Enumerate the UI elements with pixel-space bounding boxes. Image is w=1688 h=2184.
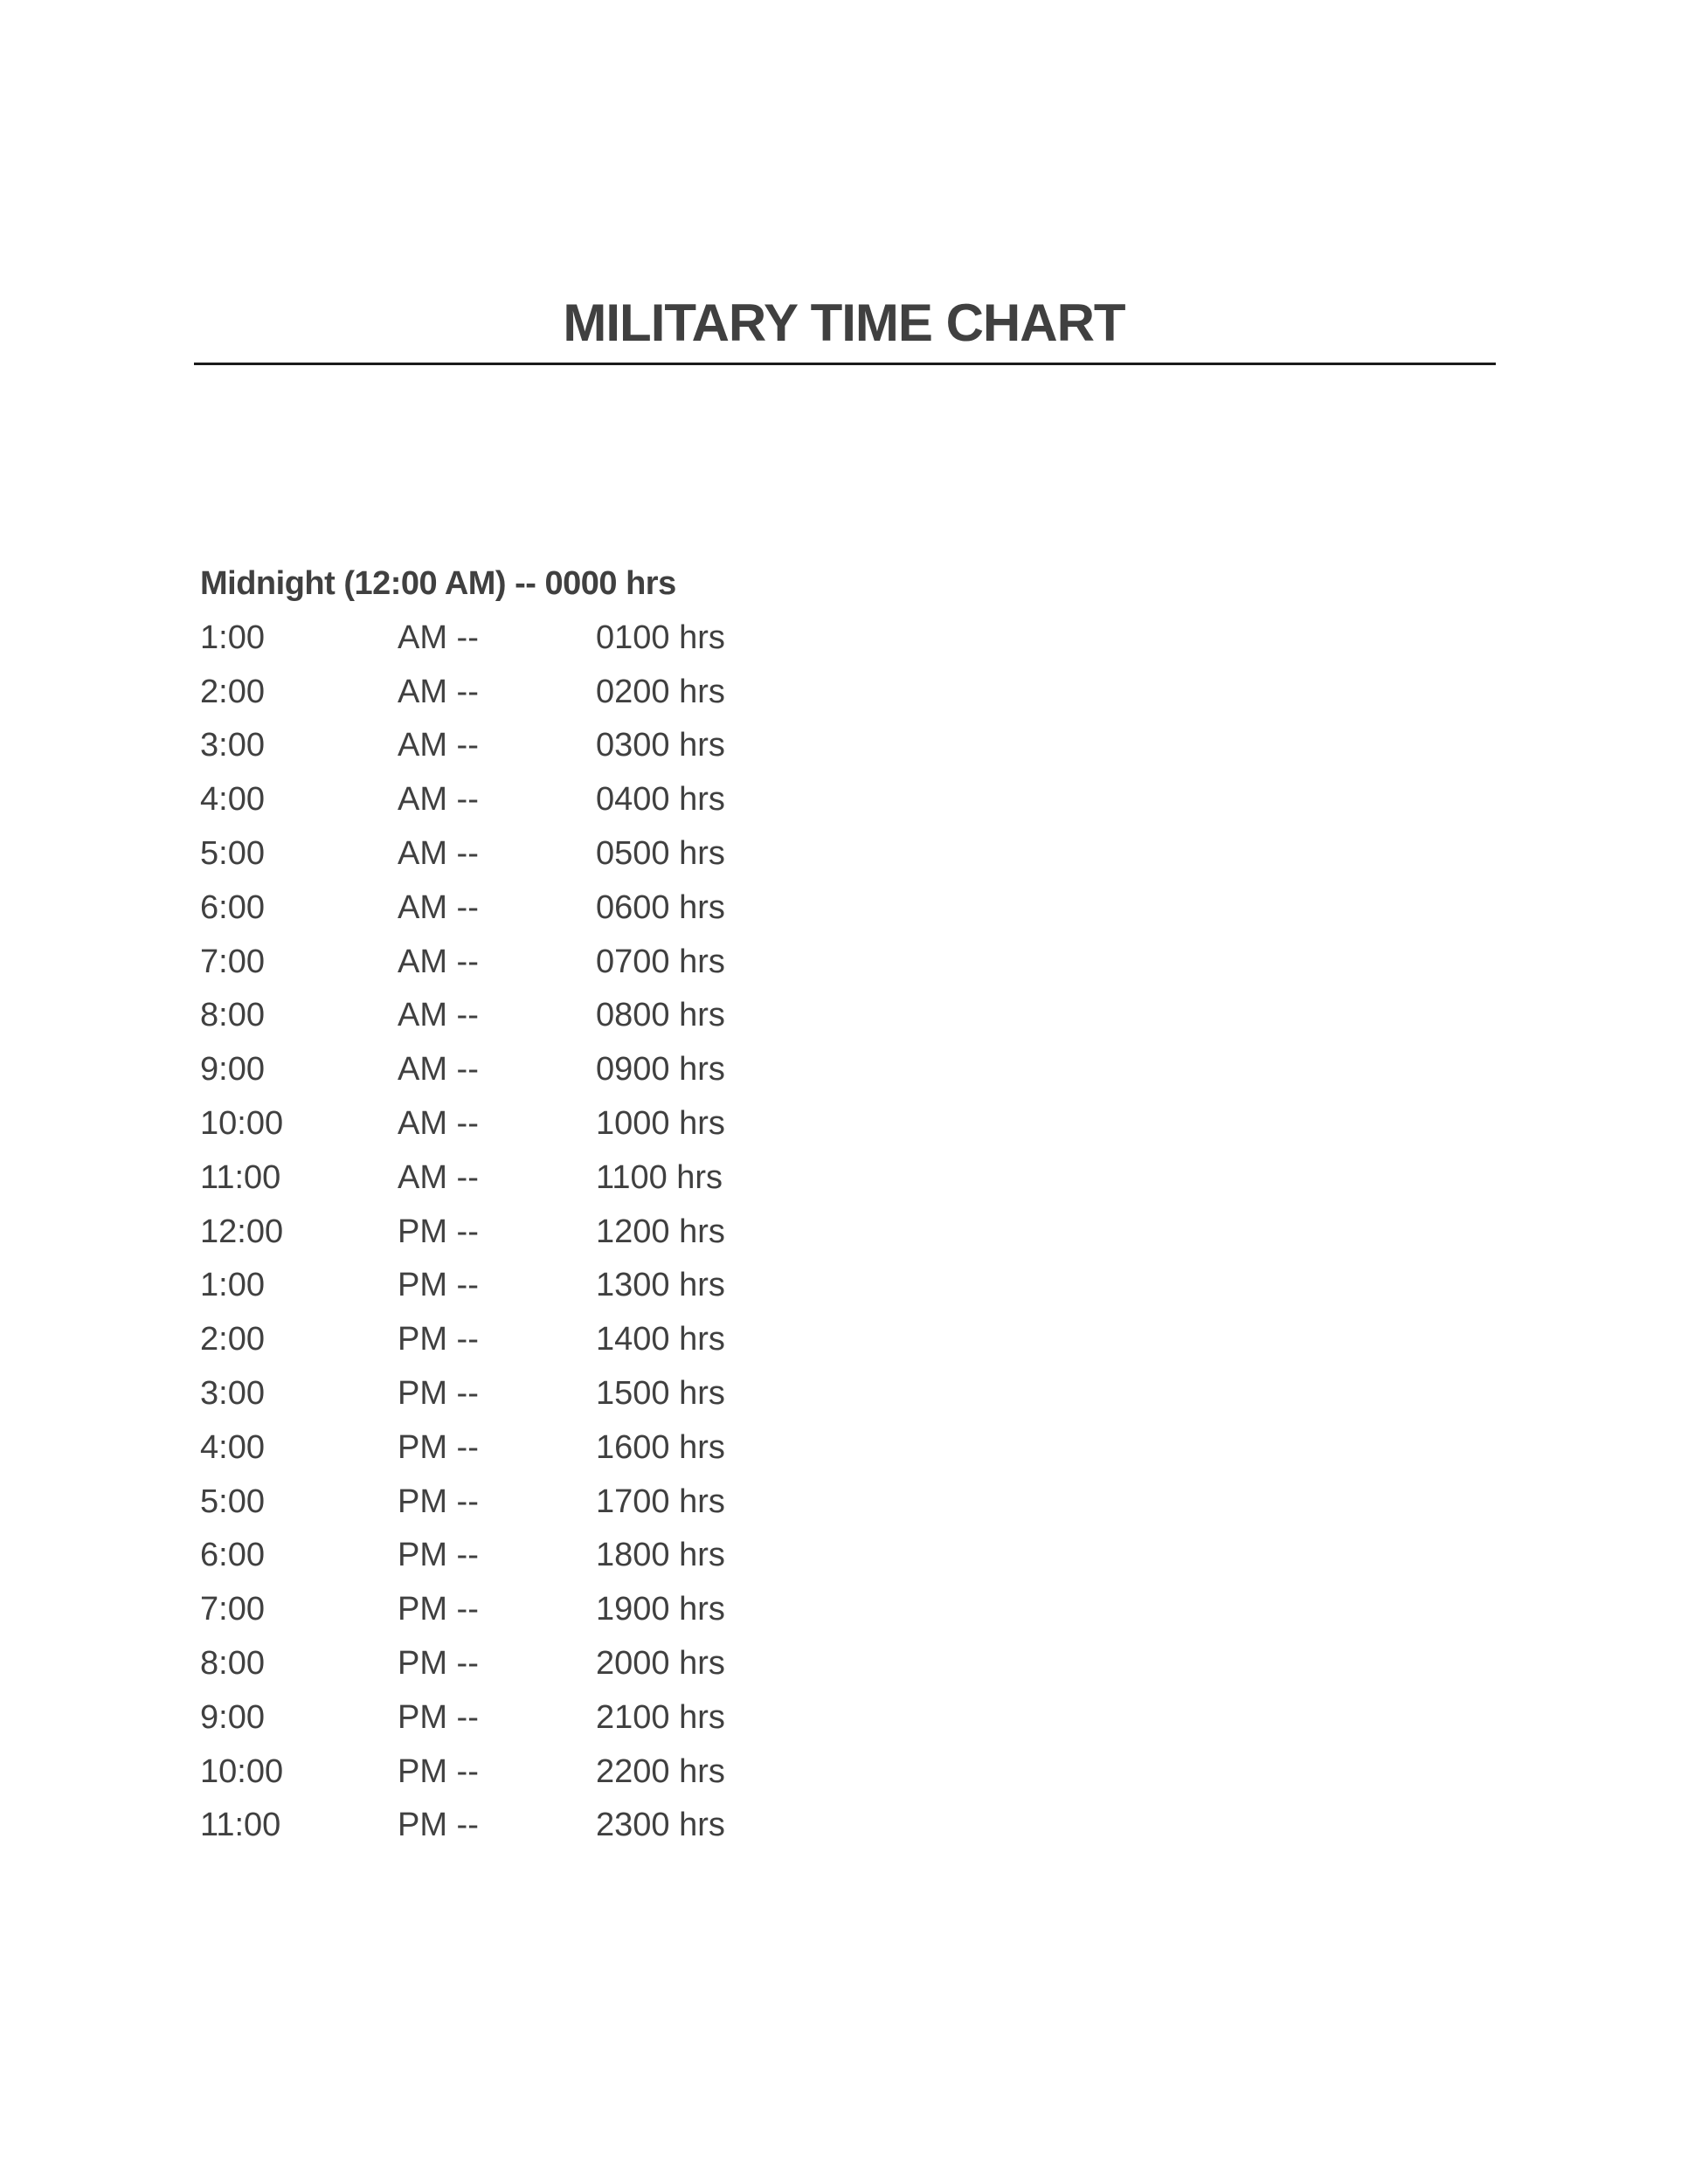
time-row: 2:00 AM -- 0200 hrs: [200, 666, 725, 720]
time-row: 12:00 PM -- 1200 hrs: [200, 1206, 725, 1260]
standard-time: 10:00: [200, 1104, 284, 1142]
time-row: 4:00 PM -- 1600 hrs: [200, 1421, 725, 1476]
title-divider: [194, 363, 1496, 365]
standard-time: 2:00: [200, 673, 265, 710]
standard-time: 3:00: [200, 727, 265, 764]
time-row: 10:00 AM -- 1000 hrs: [200, 1097, 725, 1151]
military-time: 1400 hrs: [596, 1321, 725, 1358]
standard-time: 10:00: [200, 1752, 284, 1790]
period-label: AM --: [398, 727, 479, 764]
period-label: PM --: [398, 1807, 479, 1844]
time-row: 1:00 PM -- 1300 hrs: [200, 1259, 725, 1313]
period-label: AM --: [398, 834, 479, 872]
standard-time: 11:00: [200, 1158, 281, 1196]
time-row: 1:00 AM -- 0100 hrs: [200, 612, 725, 666]
period-label: PM --: [398, 1752, 479, 1790]
time-row: 6:00 PM -- 1800 hrs: [200, 1529, 725, 1583]
period-label: PM --: [398, 1374, 479, 1412]
standard-time: 4:00: [200, 781, 265, 819]
period-label: AM --: [398, 943, 479, 980]
military-time: 0700 hrs: [596, 943, 725, 980]
time-row: 7:00 PM -- 1900 hrs: [200, 1583, 725, 1637]
military-time: 2200 hrs: [596, 1752, 725, 1790]
standard-time: 11:00: [200, 1807, 281, 1844]
standard-time: 3:00: [200, 1374, 265, 1412]
period-label: PM --: [398, 1213, 479, 1250]
time-row: 5:00 PM -- 1700 hrs: [200, 1476, 725, 1530]
time-row: 6:00 AM -- 0600 hrs: [200, 881, 725, 936]
time-row: 11:00 PM -- 2300 hrs: [200, 1799, 725, 1853]
time-row: 9:00 PM -- 2100 hrs: [200, 1691, 725, 1745]
standard-time: 2:00: [200, 1321, 265, 1358]
period-label: PM --: [398, 1591, 479, 1628]
military-time: 0200 hrs: [596, 673, 725, 710]
time-list: Midnight (12:00 AM) -- 0000 hrs 1:00 AM -…: [200, 557, 725, 1853]
military-time: 1100 hrs: [596, 1158, 723, 1196]
military-time: 0800 hrs: [596, 997, 725, 1034]
military-time: 2100 hrs: [596, 1698, 725, 1736]
military-time: 1000 hrs: [596, 1104, 725, 1142]
time-row: 7:00 AM -- 0700 hrs: [200, 936, 725, 990]
standard-time: 12:00: [200, 1213, 284, 1250]
time-row: 11:00 AM -- 1100 hrs: [200, 1151, 723, 1206]
military-time: 1700 hrs: [596, 1482, 725, 1520]
military-time: 0600 hrs: [596, 888, 725, 926]
time-row: 8:00 PM -- 2000 hrs: [200, 1637, 725, 1691]
standard-time: 5:00: [200, 834, 265, 872]
military-time: 1800 hrs: [596, 1537, 725, 1574]
military-time: 1300 hrs: [596, 1267, 725, 1304]
military-time: 1500 hrs: [596, 1374, 725, 1412]
military-time: 2300 hrs: [596, 1807, 725, 1844]
military-time: 0500 hrs: [596, 834, 725, 872]
military-time: 0900 hrs: [596, 1051, 725, 1089]
standard-time: 8:00: [200, 997, 265, 1034]
standard-time: 9:00: [200, 1051, 265, 1089]
military-time: 0100 hrs: [596, 619, 725, 656]
time-row: 10:00 PM -- 2200 hrs: [200, 1745, 725, 1800]
period-label: AM --: [398, 1158, 479, 1196]
time-row: 8:00 AM -- 0800 hrs: [200, 989, 725, 1043]
standard-time: 9:00: [200, 1698, 265, 1736]
standard-time: 1:00: [200, 1267, 265, 1304]
military-time: 1900 hrs: [596, 1591, 725, 1628]
standard-time: 4:00: [200, 1428, 265, 1466]
military-time: 0400 hrs: [596, 781, 725, 819]
period-label: AM --: [398, 781, 479, 819]
period-label: AM --: [398, 1051, 479, 1089]
standard-time: 8:00: [200, 1644, 265, 1682]
military-time: 1600 hrs: [596, 1428, 725, 1466]
period-label: AM --: [398, 1104, 479, 1142]
time-row: 4:00 AM -- 0400 hrs: [200, 773, 725, 827]
standard-time: 6:00: [200, 1537, 265, 1574]
period-label: PM --: [398, 1428, 479, 1466]
standard-time: 1:00: [200, 619, 265, 656]
time-row: 5:00 AM -- 0500 hrs: [200, 827, 725, 881]
military-time: 2000 hrs: [596, 1644, 725, 1682]
period-label: AM --: [398, 619, 479, 656]
midnight-row: Midnight (12:00 AM) -- 0000 hrs: [200, 565, 676, 602]
period-label: AM --: [398, 673, 479, 710]
standard-time: 7:00: [200, 943, 265, 980]
period-label: PM --: [398, 1482, 479, 1520]
time-row: 3:00 AM -- 0300 hrs: [200, 719, 725, 773]
military-time: 0300 hrs: [596, 727, 725, 764]
military-time: 1200 hrs: [596, 1213, 725, 1250]
period-label: PM --: [398, 1698, 479, 1736]
time-row: 2:00 PM -- 1400 hrs: [200, 1313, 725, 1367]
standard-time: 6:00: [200, 888, 265, 926]
standard-time: 5:00: [200, 1482, 265, 1520]
time-row: 3:00 PM -- 1500 hrs: [200, 1367, 725, 1421]
time-row: 9:00 AM -- 0900 hrs: [200, 1043, 725, 1097]
period-label: AM --: [398, 997, 479, 1034]
period-label: PM --: [398, 1321, 479, 1358]
standard-time: 7:00: [200, 1591, 265, 1628]
period-label: PM --: [398, 1537, 479, 1574]
period-label: PM --: [398, 1267, 479, 1304]
time-rows: 1:00 AM -- 0100 hrs 2:00 AM -- 0200 hrs 3:00 AM…: [200, 612, 725, 1853]
period-label: PM --: [398, 1644, 479, 1682]
period-label: AM --: [398, 888, 479, 926]
page-title: MILITARY TIME CHART: [563, 294, 1125, 352]
